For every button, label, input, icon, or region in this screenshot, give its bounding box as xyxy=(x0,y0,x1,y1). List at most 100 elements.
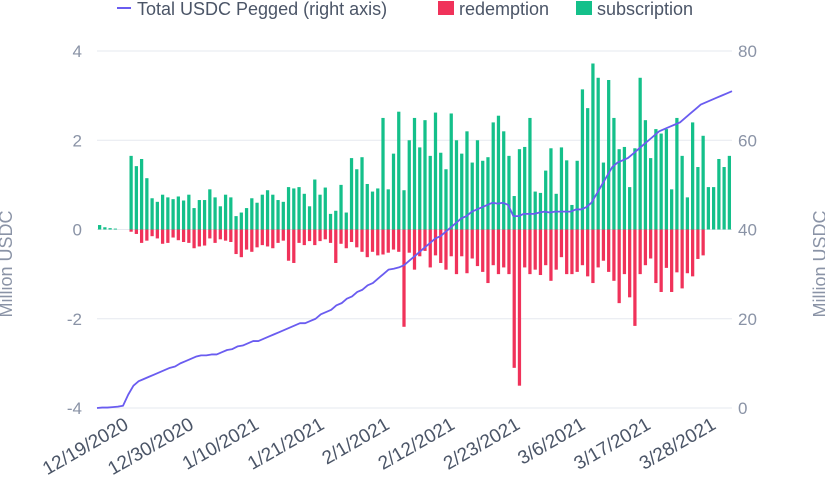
redemption-bar xyxy=(223,229,228,241)
redemption-bar xyxy=(376,229,380,256)
redemption-bar xyxy=(197,229,201,247)
redemption-bar xyxy=(664,229,669,268)
redemption-bar xyxy=(575,229,579,272)
subscription-bar xyxy=(302,193,306,230)
subscription-bar xyxy=(454,140,459,230)
subscription-bar xyxy=(349,158,354,230)
subscription-bar xyxy=(664,129,669,230)
redemption-bar xyxy=(250,229,254,252)
x-axis: 12/19/202012/30/20201/10/20211/21/20212/… xyxy=(39,414,719,480)
redemption-bar xyxy=(554,229,558,270)
subscription-bar xyxy=(145,178,149,230)
redemption-bar xyxy=(701,229,705,256)
subscription-bar xyxy=(549,148,553,230)
subscription-bar xyxy=(418,147,422,230)
subscription-bar xyxy=(722,167,726,230)
subscription-bar xyxy=(97,225,102,230)
redemption-bar xyxy=(538,229,543,276)
redemption-bar xyxy=(260,229,264,246)
redemption-bar xyxy=(654,229,658,284)
subscription-bar xyxy=(397,111,401,230)
right-tick-label: 60 xyxy=(738,131,757,150)
subscription-bar xyxy=(370,191,375,230)
subscription-bar xyxy=(633,148,637,230)
subscription-bar xyxy=(727,155,732,230)
redemption-bar xyxy=(360,229,364,252)
redemption-bar xyxy=(171,229,175,238)
redemption-bar xyxy=(570,229,574,275)
subscription-bar xyxy=(286,187,291,230)
redemption-bar xyxy=(328,229,333,243)
left-tick-label: 4 xyxy=(73,42,82,61)
redemption-bar xyxy=(412,229,417,270)
subscription-bar xyxy=(318,194,322,230)
subscription-bar xyxy=(166,197,170,230)
subscription-bar xyxy=(643,120,648,230)
redemption-bar xyxy=(202,229,207,246)
redemption-bar xyxy=(381,229,385,255)
subscription-bar xyxy=(187,194,191,230)
left-tick-label: -4 xyxy=(67,399,82,418)
redemption-bar xyxy=(428,229,432,268)
redemption-bar xyxy=(622,229,627,275)
redemption-bar xyxy=(617,229,621,304)
redemption-bar xyxy=(218,229,222,240)
redemption-bar xyxy=(181,229,186,242)
redemption-bar xyxy=(512,229,516,368)
redemption-bar xyxy=(418,229,422,257)
subscription-bar xyxy=(538,192,543,230)
redemption-bar xyxy=(612,229,616,281)
redemption-bar xyxy=(265,229,270,247)
subscription-bar xyxy=(213,197,217,230)
subscription-bar xyxy=(129,155,133,230)
subscription-bar xyxy=(234,216,238,230)
redemption-bar xyxy=(134,229,138,234)
redemption-bar xyxy=(691,229,695,277)
right-axis: 0 20 40 60 80 xyxy=(738,42,757,418)
redemption-bar xyxy=(302,229,306,246)
right-tick-label: 20 xyxy=(738,310,757,329)
subscription-bar xyxy=(192,208,196,230)
subscription-bar xyxy=(307,206,312,230)
subscription-bar xyxy=(244,208,249,230)
subscription-bar xyxy=(586,108,590,230)
redemption-bar xyxy=(370,229,375,252)
redemption-bar xyxy=(155,229,159,239)
legend-subscription-swatch xyxy=(576,1,592,15)
legend-line-label: Total USDC Pegged (right axis) xyxy=(137,0,387,19)
subscription-bar xyxy=(113,228,117,230)
subscription-bar xyxy=(176,196,180,230)
redemption-bar xyxy=(318,229,322,242)
redemption-bar xyxy=(454,229,459,275)
redemption-bar xyxy=(307,229,312,242)
subscription-bar xyxy=(528,117,532,230)
redemption-bar xyxy=(475,229,480,267)
subscription-bar xyxy=(276,200,280,230)
subscription-bar xyxy=(460,153,464,230)
subscription-bar xyxy=(323,187,327,230)
redemption-bar xyxy=(633,229,637,326)
subscription-bar xyxy=(496,115,501,230)
subscription-bar xyxy=(507,155,511,230)
subscription-bar xyxy=(255,202,259,230)
subscription-bar xyxy=(218,206,222,230)
redemption-bar xyxy=(281,229,285,241)
subscription-bar xyxy=(607,80,611,230)
redemption-bar xyxy=(460,229,464,257)
subscription-bar xyxy=(475,140,480,230)
redemption-bar xyxy=(643,229,648,266)
subscription-bar xyxy=(139,158,144,230)
redemption-bar xyxy=(439,229,443,263)
total-pegged-line-group xyxy=(96,90,733,409)
left-tick-label: 0 xyxy=(73,221,82,240)
subscription-bar xyxy=(292,188,296,230)
redemption-bar xyxy=(528,229,532,275)
subscription-bar xyxy=(202,200,207,230)
redemption-bar xyxy=(255,229,259,248)
subscription-bar xyxy=(659,133,663,230)
redemption-bar xyxy=(444,229,448,270)
redemption-bar xyxy=(517,229,522,386)
subscription-bar xyxy=(223,194,228,230)
redemption-bar xyxy=(386,229,390,253)
